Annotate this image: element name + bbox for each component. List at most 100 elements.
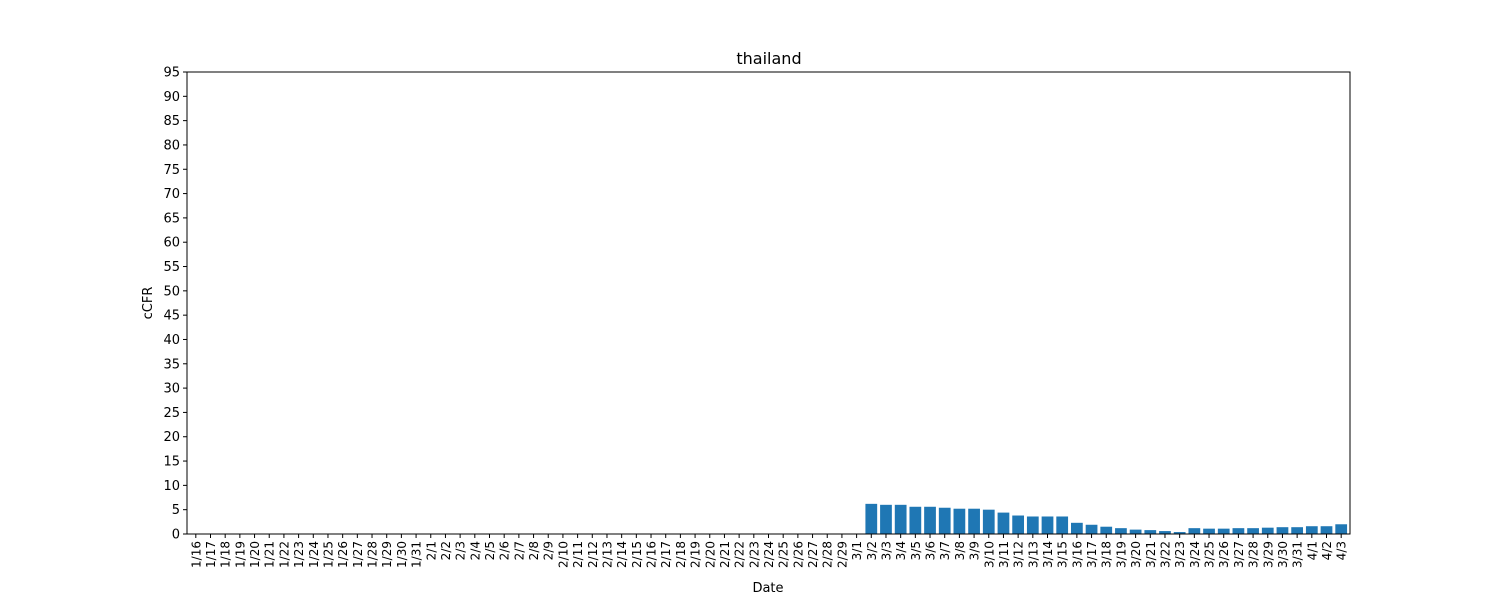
- y-tick-label: 50: [163, 284, 180, 299]
- bar-3-13: [1026, 516, 1039, 534]
- y-tick-label: 35: [163, 357, 180, 372]
- x-tick-label: 2/7: [512, 541, 526, 560]
- x-tick-label: 3/20: [1129, 541, 1143, 568]
- x-tick-label: 1/19: [233, 541, 247, 568]
- x-tick-label: 2/14: [615, 541, 629, 568]
- bar-3-7: [938, 507, 951, 534]
- x-tick-label: 1/24: [307, 541, 321, 568]
- x-tick-label: 2/26: [791, 541, 805, 568]
- x-tick-label: 2/16: [645, 541, 659, 568]
- x-axis-label: Date: [752, 581, 783, 596]
- x-tick-label: 2/11: [571, 541, 585, 568]
- x-tick-label: 3/9: [968, 541, 982, 560]
- x-tick-label: 2/10: [556, 541, 570, 568]
- bar-3-26: [1217, 528, 1230, 534]
- bar-3-5: [909, 506, 922, 534]
- x-tick-label: 2/25: [777, 541, 791, 568]
- y-tick-label: 20: [163, 430, 180, 445]
- x-tick-label: 1/31: [410, 541, 424, 568]
- x-tick-label: 1/28: [366, 541, 380, 568]
- x-tick-label: 1/18: [219, 541, 233, 568]
- bar-3-28: [1247, 528, 1259, 534]
- x-tick-label: 2/4: [468, 541, 482, 560]
- x-tick-label: 3/6: [924, 541, 938, 560]
- x-tick-label: 3/24: [1188, 541, 1202, 568]
- bar-3-6: [924, 506, 936, 534]
- x-tick-label: 2/9: [542, 541, 556, 560]
- bar-3-11: [997, 512, 1010, 534]
- y-tick-label: 40: [163, 333, 180, 348]
- x-tick-label: 1/30: [395, 541, 409, 568]
- bar-3-9: [968, 508, 980, 534]
- x-tick-label: 2/2: [439, 541, 453, 560]
- y-tick-label: 30: [163, 382, 180, 397]
- x-tick-label: 2/5: [483, 541, 497, 560]
- x-tick-label: 3/23: [1173, 541, 1187, 568]
- bar-3-30: [1276, 527, 1289, 534]
- y-axis-label: cCFR: [141, 287, 156, 320]
- x-tick-label: 3/11: [997, 541, 1011, 568]
- x-tick-label: 3/5: [909, 541, 923, 560]
- bar-3-2: [865, 503, 878, 534]
- x-tick-label: 3/8: [953, 541, 967, 560]
- x-tick-label: 3/15: [1056, 541, 1070, 568]
- bar-3-20: [1129, 529, 1142, 534]
- bar-3-14: [1041, 516, 1054, 534]
- y-tick-label: 5: [172, 503, 180, 518]
- x-tick-label: 4/1: [1305, 541, 1319, 560]
- x-tick-label: 1/22: [277, 541, 291, 568]
- bar-4-2: [1320, 526, 1333, 534]
- bar-3-12: [1012, 515, 1025, 534]
- bar-3-10: [982, 509, 995, 534]
- x-tick-label: 4/3: [1335, 541, 1349, 560]
- bars-group: [865, 503, 1348, 534]
- x-tick-label: 2/13: [600, 541, 614, 568]
- y-tick-label: 90: [163, 90, 180, 105]
- x-tick-label: 2/27: [806, 541, 820, 568]
- y-tick-label: 0: [172, 528, 180, 543]
- x-tick-label: 3/17: [1085, 541, 1099, 568]
- x-tick-label: 2/3: [454, 541, 468, 560]
- x-tick-label: 3/26: [1217, 541, 1231, 568]
- bar-3-24: [1188, 528, 1201, 534]
- bar-3-16: [1071, 522, 1083, 534]
- x-tick-label: 4/2: [1320, 541, 1334, 560]
- y-tick-label: 10: [163, 479, 180, 494]
- x-tick-label: 3/3: [879, 541, 893, 560]
- x-tick-label: 3/13: [1026, 541, 1040, 568]
- x-tick-label: 3/21: [1144, 541, 1158, 568]
- x-tick-label: 3/16: [1070, 541, 1084, 568]
- x-tick-label: 3/22: [1158, 541, 1172, 568]
- x-tick-label: 1/23: [292, 541, 306, 568]
- bar-3-23: [1173, 532, 1186, 534]
- x-tick-label: 3/10: [982, 541, 996, 568]
- x-tick-label: 2/21: [718, 541, 732, 568]
- bar-3-29: [1261, 527, 1274, 534]
- x-tick-label: 2/1: [424, 541, 438, 560]
- x-tick-label: 3/25: [1203, 541, 1217, 568]
- x-tick-label: 3/29: [1261, 541, 1275, 568]
- y-tick-label: 65: [163, 211, 180, 226]
- x-tick-label: 3/30: [1276, 541, 1290, 568]
- x-tick-label: 2/28: [821, 541, 835, 568]
- x-tick-label: 3/19: [1114, 541, 1128, 568]
- y-tick-label: 60: [163, 236, 180, 251]
- bar-3-21: [1144, 530, 1157, 534]
- y-tick-label: 55: [163, 260, 180, 275]
- y-axis: 0 5 10 15 20 25 30 35 40 45 50 55 60 65 70 75 80 85 90 95: [163, 66, 187, 543]
- plot-frame: [186, 71, 1351, 535]
- x-tick-label: 2/20: [703, 541, 717, 568]
- bar-3-27: [1232, 528, 1245, 534]
- x-tick-label: 3/14: [1041, 541, 1055, 568]
- x-tick-label: 1/29: [380, 541, 394, 568]
- bar-3-25: [1203, 528, 1215, 534]
- x-tick-label: 3/7: [938, 541, 952, 560]
- x-tick-label: 1/17: [204, 541, 218, 568]
- chart-title: thailand: [736, 49, 801, 68]
- y-tick-label: 95: [163, 66, 180, 81]
- x-tick-label: 3/18: [1100, 541, 1114, 568]
- x-tick-label: 1/27: [351, 541, 365, 568]
- x-tick-label: 2/24: [762, 541, 776, 568]
- x-tick-label: 2/22: [733, 541, 747, 568]
- y-tick-label: 45: [163, 309, 180, 324]
